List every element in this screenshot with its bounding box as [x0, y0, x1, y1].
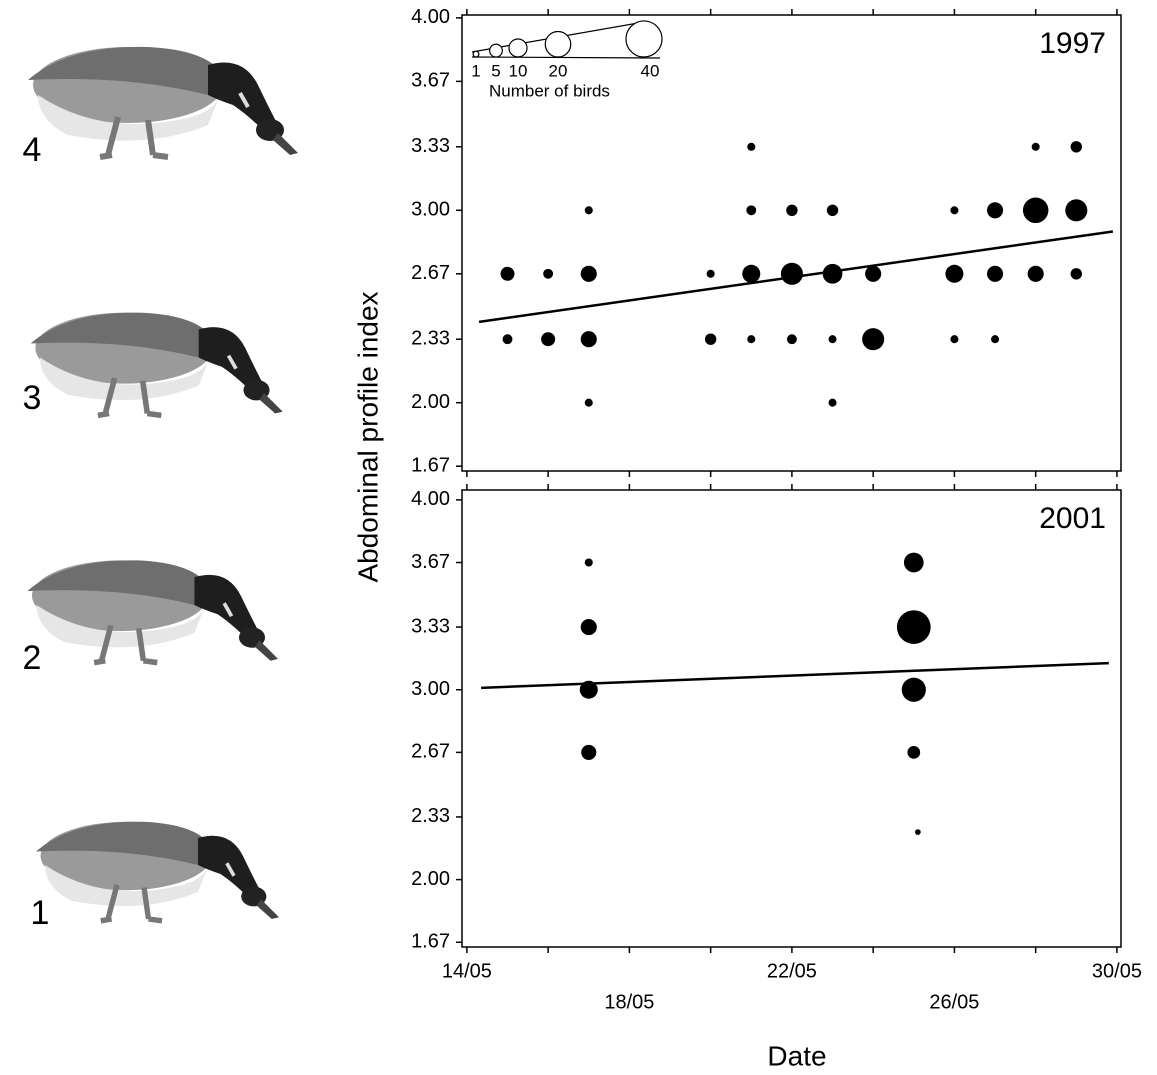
x-axis-label: Date	[767, 1040, 826, 1071]
bubble	[950, 335, 959, 344]
bubble	[579, 680, 598, 699]
y-tick-label: 3.00	[411, 678, 450, 700]
bubble	[742, 264, 761, 283]
x-tick-label: 30/05	[1092, 960, 1142, 982]
trend-line	[481, 661, 1109, 690]
bubble	[581, 744, 597, 760]
size-legend-title: Number of birds	[489, 81, 610, 100]
bubble	[580, 265, 597, 282]
y-axis-label: Abdominal profile index	[352, 291, 383, 582]
bubble	[706, 269, 715, 278]
y-tick-label: 2.33	[411, 805, 450, 827]
bubble	[1022, 197, 1049, 224]
bubble	[584, 398, 593, 407]
bubble	[828, 398, 837, 407]
y-tick-label: 3.67	[411, 70, 450, 92]
bubble	[1065, 199, 1088, 222]
goose-illustration	[27, 560, 278, 662]
bubble	[1031, 142, 1040, 151]
bubble	[1070, 268, 1083, 280]
y-tick-label: 2.67	[411, 262, 450, 284]
size-legend-circle	[508, 38, 528, 58]
y-tick-label: 1.67	[411, 931, 450, 953]
bubble	[945, 264, 964, 283]
x-tick-label: 18/05	[604, 991, 654, 1013]
bubble	[828, 335, 837, 344]
size-legend-circle	[472, 50, 480, 58]
profile-label: 1	[31, 894, 50, 932]
y-tick-label: 2.00	[411, 868, 450, 890]
y-tick-label: 3.33	[411, 615, 450, 637]
size-legend-label: 5	[491, 61, 500, 80]
bubble	[862, 328, 885, 351]
goose-illustration	[36, 822, 279, 921]
bubble	[786, 204, 798, 216]
bubble	[822, 263, 843, 284]
x-tick-label: 22/05	[767, 960, 817, 982]
plot-frame	[461, 489, 1122, 948]
profile-label: 3	[23, 379, 42, 417]
bubble	[991, 335, 1000, 344]
y-tick-label: 3.67	[411, 551, 450, 573]
trend-line	[478, 230, 1114, 324]
bubble	[543, 268, 554, 279]
y-tick-label: 1.67	[411, 454, 450, 476]
size-legend-label: 20	[549, 61, 568, 80]
bubble	[915, 829, 921, 835]
size-legend-circle	[489, 43, 503, 58]
size-legend-label: 40	[641, 61, 660, 80]
profile-label: 2	[23, 639, 42, 677]
bubble	[986, 202, 1004, 219]
bubble	[903, 552, 924, 573]
y-tick-label: 4.00	[411, 6, 450, 28]
bubble	[541, 332, 556, 347]
bubble	[580, 619, 597, 636]
bubble	[780, 262, 803, 285]
y-tick-label: 2.33	[411, 327, 450, 349]
size-legend-label: 10	[509, 61, 528, 80]
size-legend-label: 1	[471, 61, 480, 80]
size-legend-circle	[625, 20, 663, 58]
bubble	[901, 677, 926, 702]
goose-illustration	[28, 47, 298, 157]
bubble	[826, 204, 839, 216]
bubble	[1070, 141, 1083, 153]
bubble	[580, 331, 597, 348]
bubble	[584, 558, 593, 567]
panel-label: 2001	[1039, 502, 1106, 535]
bubble	[704, 333, 717, 345]
bubble	[786, 334, 797, 345]
y-tick-label: 3.00	[411, 199, 450, 221]
bubble	[746, 205, 757, 216]
y-tick-label: 4.00	[411, 488, 450, 510]
x-tick-label: 14/05	[442, 960, 492, 982]
profile-label: 4	[23, 131, 42, 169]
panel-label: 1997	[1039, 27, 1106, 60]
bubble	[500, 266, 515, 281]
bubble	[584, 206, 593, 215]
bubble	[502, 334, 513, 345]
bubble	[747, 142, 756, 151]
bubble	[747, 335, 756, 344]
x-tick-label: 26/05	[929, 991, 979, 1013]
y-tick-label: 2.67	[411, 741, 450, 763]
y-tick-label: 3.33	[411, 135, 450, 157]
size-legend-circle	[544, 30, 572, 58]
bubble	[865, 265, 882, 282]
bubble	[986, 265, 1004, 282]
y-tick-label: 2.00	[411, 391, 450, 413]
bubble	[1027, 265, 1044, 282]
bubble	[907, 746, 921, 759]
bubble	[950, 206, 959, 215]
goose-illustration	[31, 313, 283, 416]
bubble	[896, 610, 931, 644]
